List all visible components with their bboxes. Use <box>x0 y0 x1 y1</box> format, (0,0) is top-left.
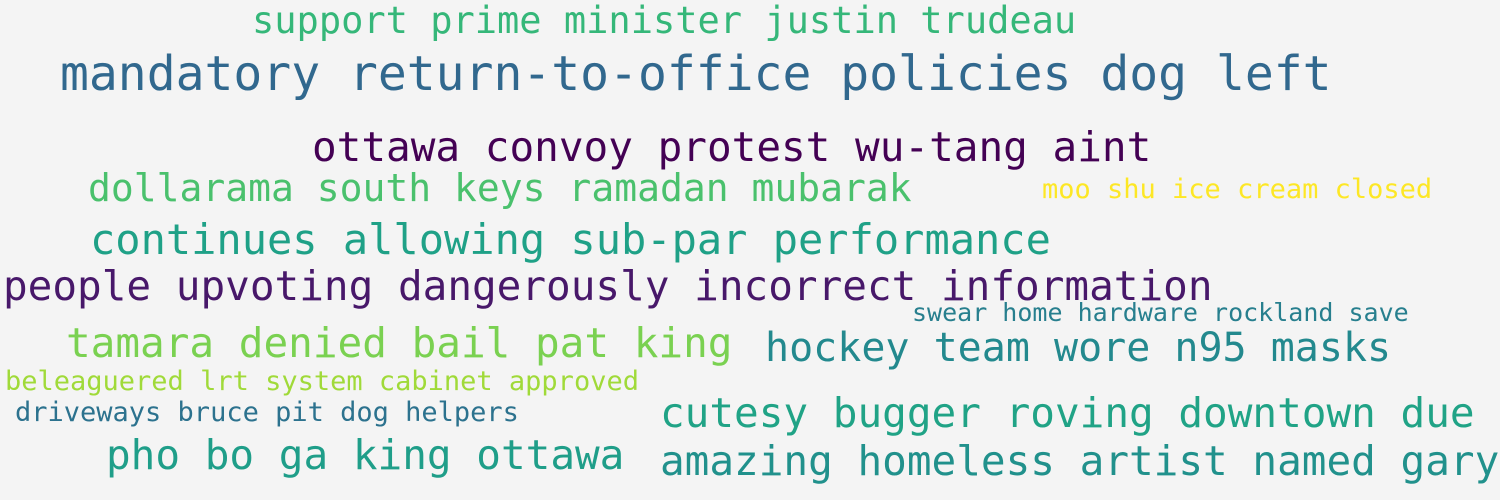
cloud-phrase: pho bo ga king ottawa <box>106 431 625 479</box>
cloud-phrase: moo shu ice cream closed <box>1042 174 1433 205</box>
cloud-phrase: swear home hardware rockland save <box>912 298 1409 327</box>
cloud-phrase: tamara denied bail pat king <box>66 319 733 367</box>
cloud-phrase: dollarama south keys ramadan mubarak <box>88 166 912 210</box>
cloud-phrase: mandatory return-to-office policies dog … <box>60 46 1332 102</box>
cloud-phrase: cutesy bugger roving downtown due <box>660 389 1475 437</box>
cloud-phrase: support prime minister justin trudeau <box>252 0 1077 42</box>
cloud-phrase: ottawa convoy protest wu-tang aint <box>312 123 1152 171</box>
cloud-phrase: continues allowing sub-par performance <box>90 215 1051 264</box>
cloud-phrase: amazing homeless artist named gary <box>660 437 1500 485</box>
cloud-phrase: beleaguered lrt system cabinet approved <box>5 366 639 397</box>
cloud-phrase: people upvoting dangerously incorrect in… <box>3 262 1213 310</box>
cloud-phrase: driveways bruce pit dog helpers <box>15 397 519 428</box>
cloud-phrase: hockey team wore n95 masks <box>765 325 1392 371</box>
